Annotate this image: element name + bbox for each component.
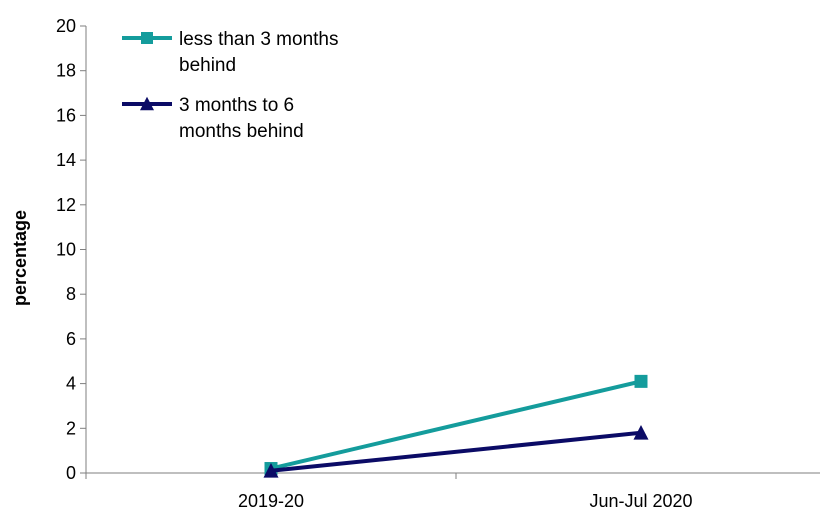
series-line	[270, 379, 642, 471]
series-2	[263, 424, 649, 478]
data-point	[633, 424, 649, 440]
legend: less than 3 months behind 3 months to 6 mon…	[122, 29, 338, 142]
x-tick-label: 2019-20	[238, 491, 304, 511]
data-point	[263, 462, 279, 478]
series-1	[264, 374, 648, 476]
series	[263, 374, 649, 478]
legend-label: less than 3 months	[179, 29, 338, 50]
legend-marker	[141, 32, 153, 44]
y-tick-label: 14	[56, 150, 76, 170]
y-tick-label: 18	[56, 61, 76, 81]
series-line	[270, 430, 642, 473]
y-tick-label: 6	[66, 329, 76, 349]
legend-label: 3 months to 6	[179, 95, 294, 116]
legend-label: months behind	[179, 121, 304, 142]
y-axis-label: percentage	[10, 210, 30, 306]
y-tick-label: 12	[56, 195, 76, 215]
y-tick-label: 16	[56, 105, 76, 125]
tick-labels: 0 2 4 6 8 10 12 14 16 18 20 2019-20 Jun-Jul 2020	[56, 16, 693, 511]
x-tick-label: Jun-Jul 2020	[589, 491, 692, 511]
legend-label: behind	[179, 55, 236, 76]
legend-entry-2: 3 months to 6 months behind	[122, 95, 304, 142]
y-tick-label: 10	[56, 240, 76, 260]
y-tick-label: 20	[56, 16, 76, 36]
y-tick-label: 8	[66, 284, 76, 304]
data-point	[634, 374, 648, 388]
y-tick-label: 2	[66, 418, 76, 438]
y-tick-label: 0	[66, 463, 76, 483]
y-tick-label: 4	[66, 374, 76, 394]
legend-entry-1: less than 3 months behind	[122, 29, 338, 76]
axes	[80, 25, 820, 479]
legend-marker	[140, 96, 154, 111]
